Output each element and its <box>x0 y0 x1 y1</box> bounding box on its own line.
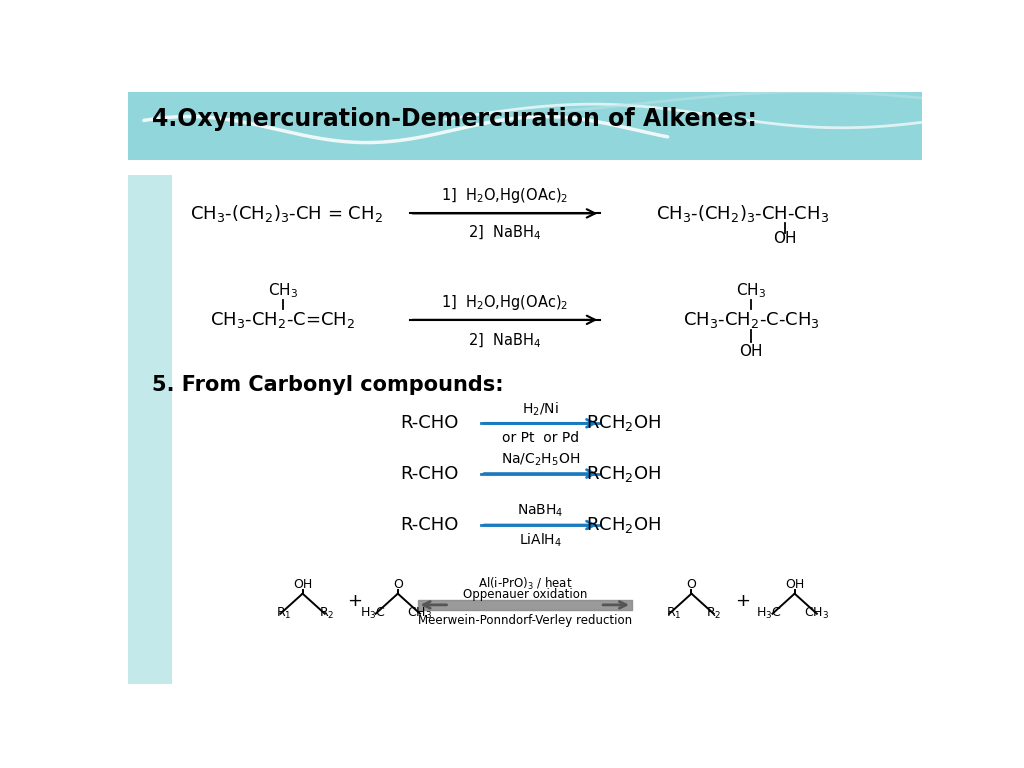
Text: NaBH$_4$: NaBH$_4$ <box>517 502 564 519</box>
Text: CH$_3$-(CH$_2$)$_3$-CH-CH$_3$: CH$_3$-(CH$_2$)$_3$-CH-CH$_3$ <box>656 203 829 224</box>
Text: CH$_3$: CH$_3$ <box>804 606 829 621</box>
Text: O: O <box>686 578 696 591</box>
Text: RCH$_2$OH: RCH$_2$OH <box>587 515 662 535</box>
Text: Na/C$_2$H$_5$OH: Na/C$_2$H$_5$OH <box>501 452 581 468</box>
Text: CH$_3$-CH$_2$-C-CH$_3$: CH$_3$-CH$_2$-C-CH$_3$ <box>683 310 819 329</box>
Text: OH: OH <box>293 578 312 591</box>
Text: 5. From Carbonyl compounds:: 5. From Carbonyl compounds: <box>152 375 504 395</box>
Text: RCH$_2$OH: RCH$_2$OH <box>587 464 662 484</box>
Text: O: O <box>393 578 402 591</box>
Text: R-CHO: R-CHO <box>400 516 459 534</box>
Text: 2]  NaBH$_4$: 2] NaBH$_4$ <box>468 223 542 242</box>
Text: 1]  H$_2$O,Hg(OAc)$_2$: 1] H$_2$O,Hg(OAc)$_2$ <box>441 293 568 312</box>
Text: Oppenauer oxidation: Oppenauer oxidation <box>463 588 587 601</box>
Text: 2]  NaBH$_4$: 2] NaBH$_4$ <box>468 331 542 349</box>
Text: CH$_3$: CH$_3$ <box>408 606 432 621</box>
Text: H$_3$C: H$_3$C <box>359 606 385 621</box>
Text: H$_3$C: H$_3$C <box>757 606 782 621</box>
Polygon shape <box>128 175 172 684</box>
Text: R-CHO: R-CHO <box>400 414 459 432</box>
Text: R$_2$: R$_2$ <box>318 606 334 621</box>
Text: OH: OH <box>785 578 804 591</box>
Text: +: + <box>347 591 361 610</box>
Text: +: + <box>735 591 751 610</box>
Text: CH$_3$-(CH$_2$)$_3$-CH = CH$_2$: CH$_3$-(CH$_2$)$_3$-CH = CH$_2$ <box>190 203 383 224</box>
Polygon shape <box>128 92 922 161</box>
Text: LiAlH$_4$: LiAlH$_4$ <box>519 531 562 548</box>
Text: R$_1$: R$_1$ <box>275 606 291 621</box>
Text: Al(i-PrO)$_3$ / heat: Al(i-PrO)$_3$ / heat <box>477 576 572 592</box>
Text: R-CHO: R-CHO <box>400 465 459 482</box>
Text: RCH$_2$OH: RCH$_2$OH <box>587 413 662 433</box>
Text: CH$_3$-CH$_2$-C=CH$_2$: CH$_3$-CH$_2$-C=CH$_2$ <box>210 310 355 329</box>
Text: H$_2$/Ni: H$_2$/Ni <box>522 400 559 418</box>
Text: 1]  H$_2$O,Hg(OAc)$_2$: 1] H$_2$O,Hg(OAc)$_2$ <box>441 186 568 205</box>
Text: or Pt  or Pd: or Pt or Pd <box>502 431 580 445</box>
Text: OH: OH <box>739 343 763 359</box>
Text: 4.Oxymercuration-Demercuration of Alkenes:: 4.Oxymercuration-Demercuration of Alkene… <box>152 107 757 131</box>
Text: R$_1$: R$_1$ <box>667 606 682 621</box>
Text: OH: OH <box>773 231 797 247</box>
Text: R$_2$: R$_2$ <box>706 606 721 621</box>
Text: CH$_3$: CH$_3$ <box>267 281 298 300</box>
Text: CH$_3$: CH$_3$ <box>736 281 766 300</box>
Text: Meerwein-Ponndorf-Verley reduction: Meerwein-Ponndorf-Verley reduction <box>418 614 632 627</box>
